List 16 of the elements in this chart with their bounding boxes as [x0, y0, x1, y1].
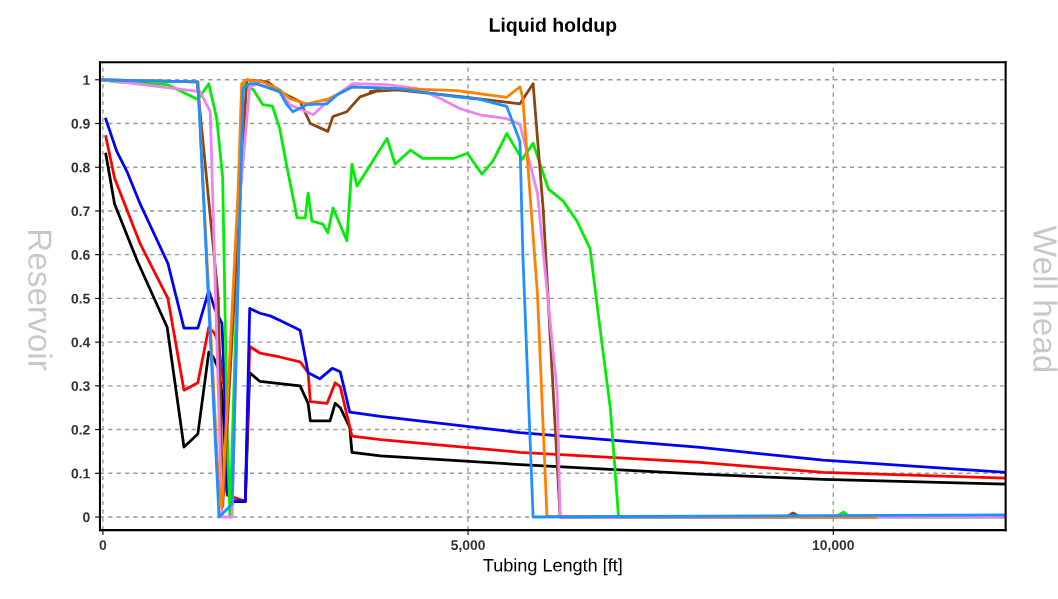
x-tick-label: 5,000: [451, 540, 485, 553]
y-tick-label: 1: [83, 75, 90, 85]
y-tick-label: 0.1: [71, 468, 90, 479]
y-tick-label: 0.7: [71, 206, 90, 217]
y-tick-label: 0.5: [71, 293, 90, 304]
x-tick-label: 0: [99, 540, 107, 551]
y-tick-label: 0.6: [71, 250, 90, 260]
y-tick-label: 0.4: [71, 337, 91, 348]
y-tick-label: 0.2: [71, 424, 90, 435]
y-tick-label: 0.9: [71, 118, 90, 129]
x-axis-title: Tubing Length [ft]: [483, 558, 622, 576]
y-tick-label: 0.8: [71, 162, 90, 173]
y-tick-label: 0: [83, 512, 90, 523]
chart-title: Liquid holdup: [489, 17, 617, 36]
x-tick-label: 10,000: [812, 540, 854, 553]
y-tick-label: 0.3: [71, 381, 90, 392]
